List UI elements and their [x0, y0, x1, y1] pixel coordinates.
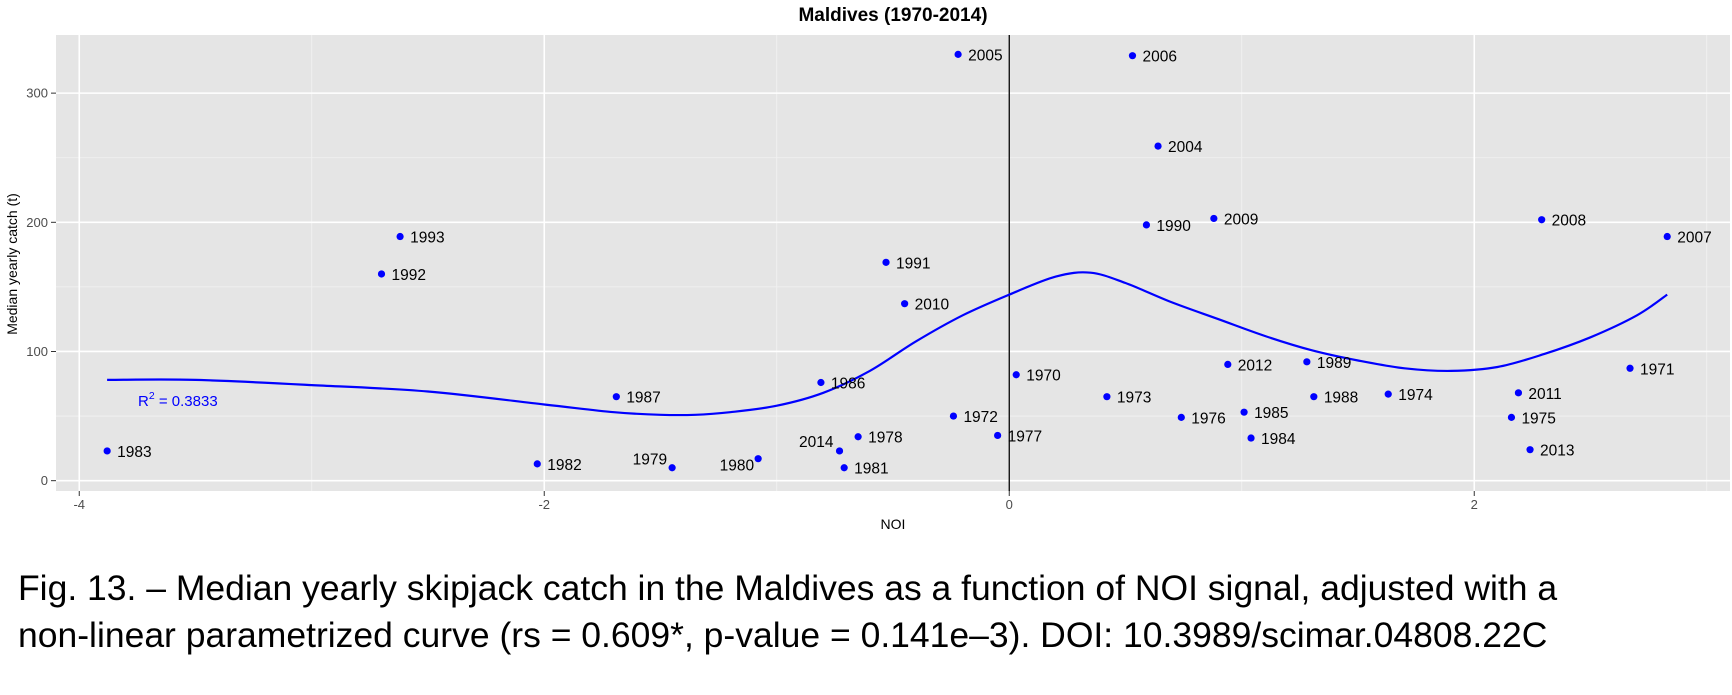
- point-label-1988: 1988: [1324, 390, 1358, 407]
- data-point-1982: [533, 460, 541, 468]
- point-label-1993: 1993: [410, 230, 444, 247]
- data-point-1989: [1303, 358, 1311, 366]
- point-label-1986: 1986: [831, 375, 865, 392]
- r-squared-value: = 0.3833: [155, 393, 218, 410]
- data-point-2010: [901, 300, 909, 308]
- data-point-1985: [1240, 408, 1248, 416]
- data-point-1978: [854, 433, 862, 441]
- y-tick-label: 300: [26, 86, 48, 101]
- data-point-1986: [817, 378, 825, 387]
- point-label-2007: 2007: [1677, 230, 1711, 247]
- point-label-1977: 1977: [1008, 428, 1042, 445]
- data-point-1977: [994, 431, 1002, 440]
- point-label-2009: 2009: [1224, 211, 1258, 228]
- data-point-2012: [1224, 360, 1232, 369]
- caption-line-1: Fig. 13. – Median yearly skipjack catch …: [18, 568, 1558, 608]
- data-point-1981: [840, 464, 848, 472]
- data-point-2009: [1210, 214, 1218, 223]
- data-point-2006: [1128, 52, 1137, 60]
- point-label-1973: 1973: [1117, 390, 1151, 407]
- r-squared-prefix: R: [138, 393, 149, 410]
- y-tick-label: 0: [41, 473, 48, 488]
- point-label-1971: 1971: [1640, 361, 1674, 378]
- gridlines: [56, 35, 1730, 491]
- data-point-2007: [1663, 232, 1671, 241]
- point-label-1981: 1981: [854, 461, 888, 478]
- point-label-1984: 1984: [1261, 431, 1296, 448]
- data-point-2013: [1526, 446, 1534, 454]
- data-point-1972: [949, 412, 958, 420]
- data-point-2005: [954, 50, 962, 58]
- data-point-1979: [668, 464, 676, 472]
- point-label-1972: 1972: [963, 409, 997, 426]
- point-label-1975: 1975: [1521, 410, 1555, 427]
- data-point-2011: [1514, 389, 1523, 397]
- data-point-1987: [612, 393, 620, 401]
- point-label-1991: 1991: [896, 255, 930, 272]
- data-point-1980: [754, 455, 762, 463]
- data-point-1971: [1626, 364, 1634, 372]
- y-tick-label: 200: [26, 215, 48, 230]
- point-label-2008: 2008: [1552, 213, 1586, 230]
- data-point-1973: [1103, 393, 1111, 401]
- point-label-1992: 1992: [392, 267, 426, 284]
- point-label-2005: 2005: [968, 47, 1002, 64]
- data-point-1991: [882, 258, 890, 266]
- x-tick-label: 0: [1006, 497, 1013, 512]
- data-point-1990: [1142, 221, 1151, 229]
- point-label-1978: 1978: [868, 430, 902, 447]
- caption-line-2: non-linear parametrized curve (rs = 0.60…: [18, 615, 1548, 655]
- data-point-1988: [1310, 393, 1318, 401]
- point-label-2010: 2010: [915, 297, 950, 314]
- y-tick-label: 100: [26, 344, 48, 359]
- data-points: 1983 1982 1979 1980 2014 1981 1978 1993 1992 1987…: [103, 47, 1712, 478]
- x-tick-label: -4: [73, 497, 85, 512]
- x-tick-label: 2: [1471, 497, 1478, 512]
- data-point-1975: [1507, 413, 1516, 421]
- plot-panel: [56, 35, 1730, 491]
- point-label-1970: 1970: [1026, 368, 1061, 385]
- data-point-1976: [1177, 413, 1185, 421]
- data-point-2008: [1538, 216, 1546, 224]
- point-label-2013: 2013: [1540, 443, 1574, 460]
- chart-title: Maldives (1970-2014): [798, 5, 987, 26]
- point-label-1989: 1989: [1317, 355, 1351, 372]
- point-label-2006: 2006: [1142, 49, 1176, 66]
- point-label-1987: 1987: [626, 390, 660, 407]
- point-label-1976: 1976: [1191, 410, 1225, 427]
- data-point-1983: [103, 447, 111, 455]
- y-axis-label: Median yearly catch (t): [4, 193, 20, 335]
- data-point-2004: [1154, 142, 1162, 150]
- data-point-1993: [396, 232, 404, 241]
- r-squared-superscript: 2: [149, 390, 155, 402]
- point-label-1979: 1979: [633, 452, 667, 469]
- data-point-1992: [377, 270, 386, 278]
- data-point-1970: [1012, 371, 1020, 379]
- data-point-1974: [1384, 390, 1392, 398]
- point-label-1980: 1980: [720, 458, 755, 475]
- point-label-1983: 1983: [117, 444, 151, 461]
- point-label-1985: 1985: [1254, 405, 1288, 422]
- point-label-2004: 2004: [1168, 139, 1203, 156]
- point-label-1990: 1990: [1156, 218, 1191, 235]
- fitted-curve: [107, 271, 1668, 417]
- point-label-2011: 2011: [1528, 386, 1561, 403]
- figure-caption: Fig. 13. – Median yearly skipjack catch …: [18, 565, 1728, 659]
- point-label-2014: 2014: [799, 434, 834, 451]
- data-point-1984: [1247, 434, 1255, 442]
- point-label-1974: 1974: [1398, 387, 1433, 404]
- x-axis-label: NOI: [881, 516, 906, 532]
- x-tick-label: -2: [538, 497, 550, 512]
- point-label-2012: 2012: [1238, 357, 1272, 374]
- point-label-1982: 1982: [547, 457, 581, 474]
- data-point-2014: [835, 447, 844, 455]
- r-squared-label: R2 = 0.3833: [138, 390, 218, 410]
